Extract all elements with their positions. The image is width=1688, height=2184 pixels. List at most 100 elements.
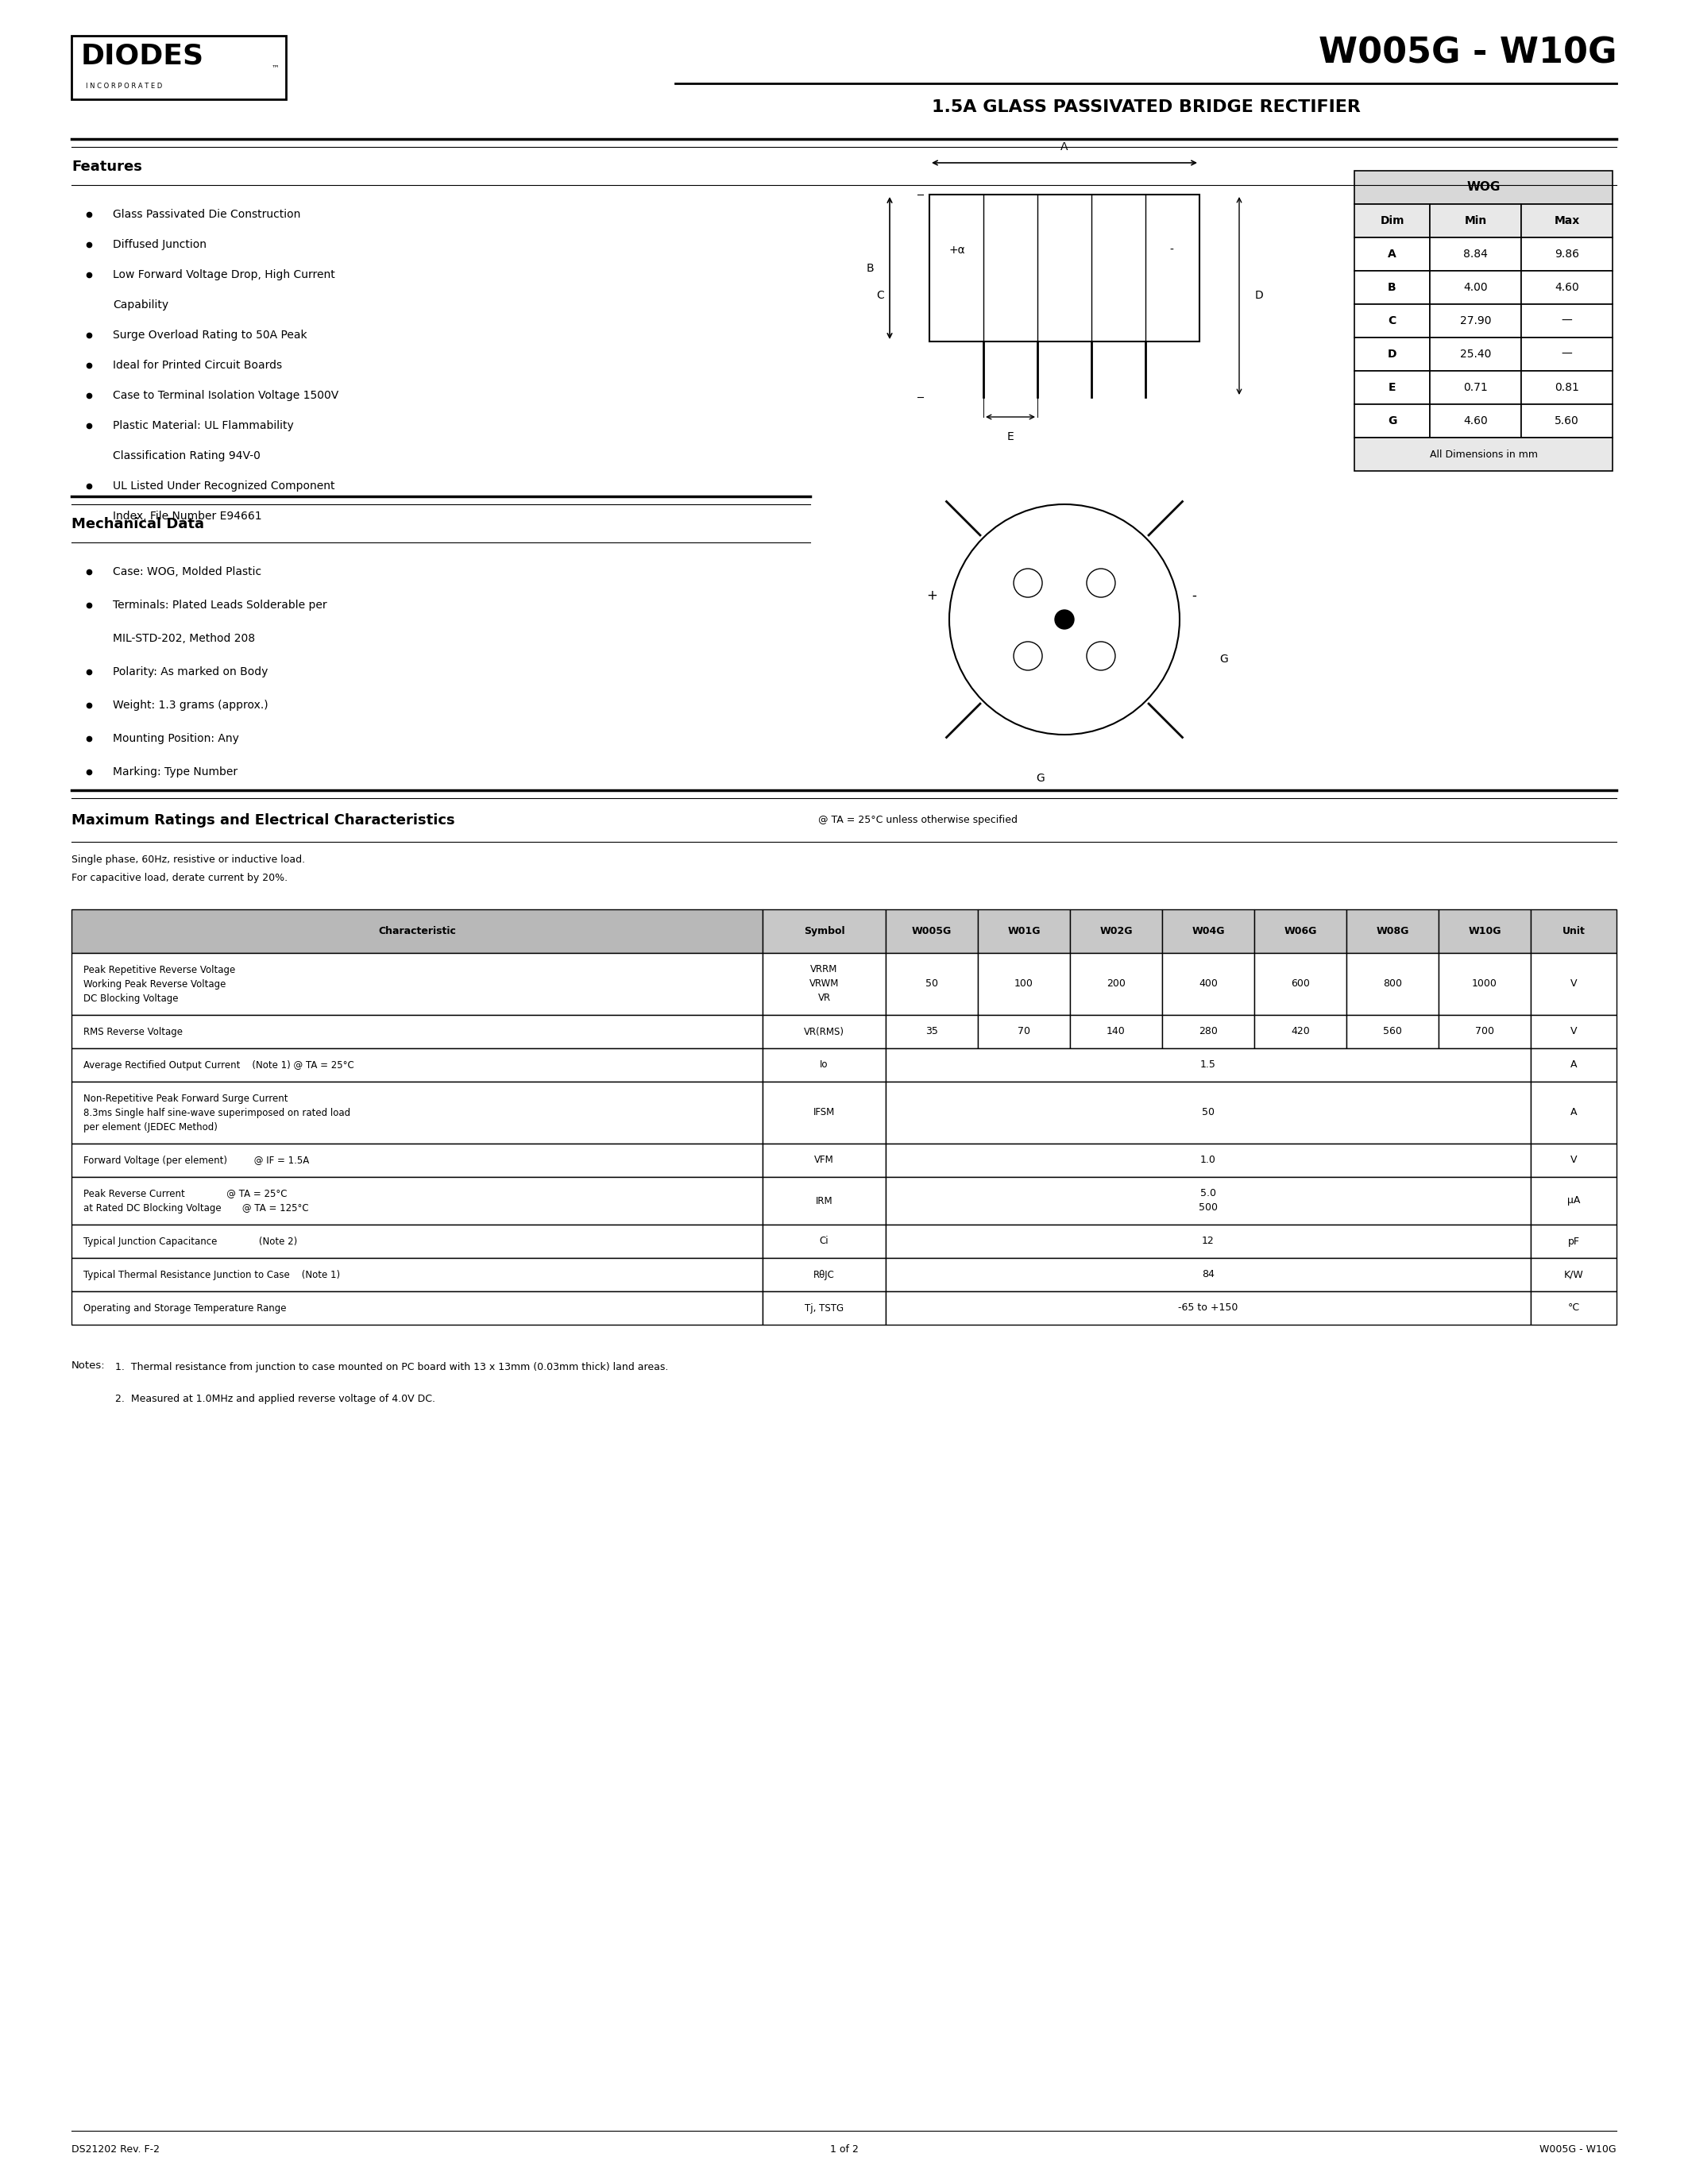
Text: -65 to +150: -65 to +150 <box>1178 1304 1239 1313</box>
Text: 140: 140 <box>1107 1026 1126 1037</box>
Bar <box>763 1225 886 1258</box>
Text: Typical Thermal Resistance Junction to Case    (Note 1): Typical Thermal Resistance Junction to C… <box>83 1269 339 1280</box>
Text: G: G <box>1388 415 1396 426</box>
Text: C: C <box>1388 314 1396 325</box>
Bar <box>763 952 886 1016</box>
Text: For capacitive load, derate current by 20%.: For capacitive load, derate current by 2… <box>71 871 287 882</box>
Bar <box>1161 1016 1254 1048</box>
Text: —: — <box>1561 349 1572 360</box>
Text: Surge Overload Rating to 50A Peak: Surge Overload Rating to 50A Peak <box>113 330 307 341</box>
Text: W06G: W06G <box>1285 926 1317 937</box>
Bar <box>1430 371 1521 404</box>
Bar <box>763 1291 886 1326</box>
Text: WOG: WOG <box>1467 181 1501 194</box>
Bar <box>71 1291 763 1326</box>
Text: Glass Passivated Die Construction: Glass Passivated Die Construction <box>113 210 300 221</box>
Bar <box>886 1016 977 1048</box>
Text: Dim: Dim <box>1381 216 1404 227</box>
Text: Unit: Unit <box>1561 926 1585 937</box>
Bar <box>1531 1225 1617 1258</box>
Text: 9.86: 9.86 <box>1555 249 1580 260</box>
Text: Io: Io <box>820 1059 829 1070</box>
Text: B: B <box>866 262 874 273</box>
Text: -: - <box>1192 587 1197 603</box>
Bar <box>71 1048 763 1081</box>
Text: V: V <box>1570 1026 1577 1037</box>
Text: VR(RMS): VR(RMS) <box>803 1026 844 1037</box>
Bar <box>1161 909 1254 952</box>
Bar <box>763 1081 886 1144</box>
Text: 2.  Measured at 1.0MHz and applied reverse voltage of 4.0V DC.: 2. Measured at 1.0MHz and applied revers… <box>115 1393 436 1404</box>
Text: 420: 420 <box>1291 1026 1310 1037</box>
Text: A: A <box>1570 1107 1577 1118</box>
Text: Weight: 1.3 grams (approx.): Weight: 1.3 grams (approx.) <box>113 699 268 710</box>
Text: W10G: W10G <box>1469 926 1501 937</box>
Text: Ci: Ci <box>820 1236 829 1247</box>
Text: +α: +α <box>949 245 966 256</box>
Text: W02G: W02G <box>1099 926 1133 937</box>
Bar <box>1354 371 1430 404</box>
Bar <box>71 1016 763 1048</box>
Bar <box>1354 404 1430 437</box>
Text: °C: °C <box>1568 1304 1580 1313</box>
Text: UL Listed Under Recognized Component: UL Listed Under Recognized Component <box>113 480 334 491</box>
Bar <box>1070 909 1161 952</box>
Bar <box>1521 371 1612 404</box>
Text: V: V <box>1570 978 1577 989</box>
Bar <box>1521 404 1612 437</box>
Bar <box>1438 952 1531 1016</box>
Text: DIODES: DIODES <box>81 41 204 70</box>
Text: 35: 35 <box>925 1026 939 1037</box>
Text: 600: 600 <box>1291 978 1310 989</box>
Bar <box>1430 339 1521 371</box>
Bar <box>1521 271 1612 304</box>
Text: All Dimensions in mm: All Dimensions in mm <box>1430 450 1538 459</box>
Bar <box>1521 339 1612 371</box>
Text: 1.0: 1.0 <box>1200 1155 1215 1166</box>
Text: Operating and Storage Temperature Range: Operating and Storage Temperature Range <box>83 1304 287 1313</box>
Bar <box>1438 1016 1531 1048</box>
Text: 50: 50 <box>1202 1107 1215 1118</box>
Text: 0.81: 0.81 <box>1555 382 1578 393</box>
Text: @ TA = 25°C unless otherwise specified: @ TA = 25°C unless otherwise specified <box>819 815 1018 826</box>
Text: 280: 280 <box>1198 1026 1217 1037</box>
Bar <box>977 909 1070 952</box>
Text: μA: μA <box>1566 1195 1580 1206</box>
Text: Marking: Type Number: Marking: Type Number <box>113 767 238 778</box>
Text: —: — <box>1561 314 1572 325</box>
Bar <box>1531 952 1617 1016</box>
Text: D: D <box>1256 290 1264 301</box>
Bar <box>1430 238 1521 271</box>
Text: 1 of 2: 1 of 2 <box>830 2145 858 2156</box>
Text: MIL-STD-202, Method 208: MIL-STD-202, Method 208 <box>113 633 255 644</box>
Bar <box>977 952 1070 1016</box>
Text: 700: 700 <box>1475 1026 1494 1037</box>
Text: Index, File Number E94661: Index, File Number E94661 <box>113 511 262 522</box>
Bar <box>1254 1016 1347 1048</box>
Text: 8.84: 8.84 <box>1463 249 1487 260</box>
Text: Peak Reverse Current              @ TA = 25°C
at Rated DC Blocking Voltage      : Peak Reverse Current @ TA = 25°C at Rate… <box>83 1188 309 1212</box>
Bar <box>71 909 763 952</box>
Text: Features: Features <box>71 159 142 175</box>
Text: 200: 200 <box>1107 978 1126 989</box>
Bar <box>1531 1016 1617 1048</box>
Bar <box>763 1258 886 1291</box>
Bar <box>1354 203 1430 238</box>
Bar <box>1531 1144 1617 1177</box>
Text: I N C O R P O R A T E D: I N C O R P O R A T E D <box>86 83 162 90</box>
Text: IRM: IRM <box>815 1195 832 1206</box>
Text: 84: 84 <box>1202 1269 1215 1280</box>
Text: Case to Terminal Isolation Voltage 1500V: Case to Terminal Isolation Voltage 1500V <box>113 391 339 402</box>
Bar <box>1430 271 1521 304</box>
Bar <box>1521 238 1612 271</box>
Text: 12: 12 <box>1202 1236 1214 1247</box>
Bar <box>1531 1048 1617 1081</box>
Bar <box>1254 952 1347 1016</box>
Text: Forward Voltage (per element)         @ IF = 1.5A: Forward Voltage (per element) @ IF = 1.5… <box>83 1155 309 1166</box>
Text: Mechanical Data: Mechanical Data <box>71 518 204 531</box>
Text: 4.60: 4.60 <box>1463 415 1487 426</box>
Text: W005G - W10G: W005G - W10G <box>1539 2145 1617 2156</box>
Bar <box>71 952 763 1016</box>
Bar <box>1531 1291 1617 1326</box>
Text: E: E <box>1388 382 1396 393</box>
